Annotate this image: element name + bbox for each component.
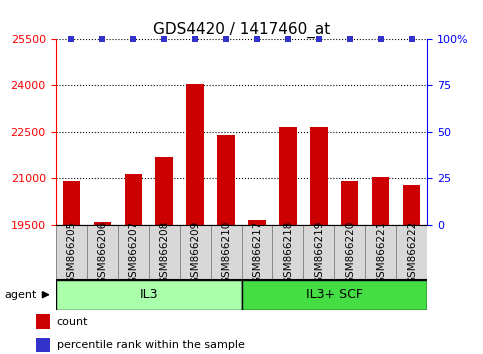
Bar xyxy=(280,127,297,225)
Bar xyxy=(125,174,142,225)
Bar xyxy=(94,222,111,225)
Bar xyxy=(156,156,172,225)
Text: GSM866218: GSM866218 xyxy=(283,221,293,284)
Bar xyxy=(341,181,358,225)
Title: GDS4420 / 1417460_at: GDS4420 / 1417460_at xyxy=(153,21,330,38)
Bar xyxy=(311,127,327,225)
Text: count: count xyxy=(57,317,88,327)
Text: GSM866207: GSM866207 xyxy=(128,221,138,284)
Bar xyxy=(217,135,235,225)
Text: GSM866219: GSM866219 xyxy=(314,221,324,284)
Bar xyxy=(36,314,50,329)
Text: GSM866209: GSM866209 xyxy=(190,221,200,284)
Bar xyxy=(180,225,211,280)
Bar xyxy=(149,225,180,280)
Bar xyxy=(303,225,334,280)
Bar xyxy=(366,225,397,280)
Bar xyxy=(397,225,427,280)
Text: GSM866210: GSM866210 xyxy=(221,221,231,284)
Bar xyxy=(242,280,427,310)
Bar xyxy=(62,181,80,225)
Bar xyxy=(56,225,86,280)
Bar xyxy=(248,220,266,225)
Bar xyxy=(36,337,50,352)
Bar xyxy=(86,225,117,280)
Bar xyxy=(372,177,389,225)
Text: GSM866222: GSM866222 xyxy=(407,221,417,284)
Bar xyxy=(56,280,242,310)
Text: GSM866206: GSM866206 xyxy=(97,221,107,284)
Bar xyxy=(272,225,303,280)
Bar xyxy=(403,184,421,225)
Bar xyxy=(186,84,203,225)
Bar xyxy=(117,225,149,280)
Bar xyxy=(242,225,272,280)
Text: IL3+ SCF: IL3+ SCF xyxy=(306,288,363,301)
Text: GSM866208: GSM866208 xyxy=(159,221,169,284)
Bar xyxy=(334,225,366,280)
Text: IL3: IL3 xyxy=(139,288,158,301)
Bar xyxy=(211,225,242,280)
Text: GSM866205: GSM866205 xyxy=(66,221,76,284)
Text: agent: agent xyxy=(4,290,37,300)
Text: percentile rank within the sample: percentile rank within the sample xyxy=(57,340,244,350)
Text: GSM866221: GSM866221 xyxy=(376,221,386,284)
Text: GSM866220: GSM866220 xyxy=(345,221,355,284)
Text: GSM866217: GSM866217 xyxy=(252,221,262,284)
